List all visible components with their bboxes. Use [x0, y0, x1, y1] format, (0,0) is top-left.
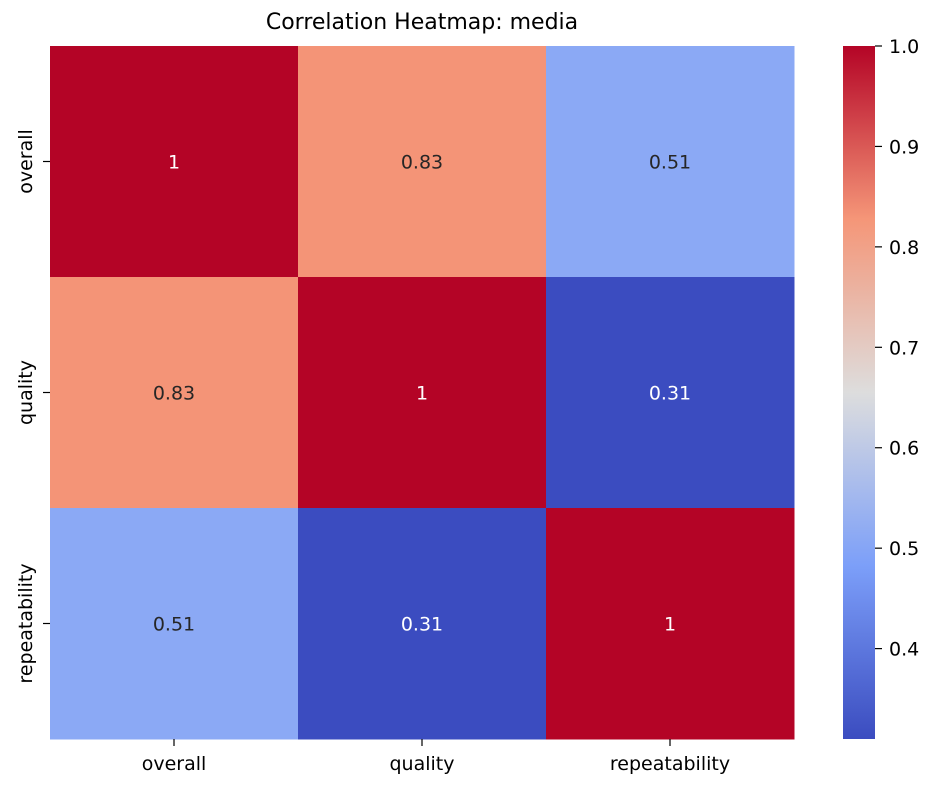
heatmap-cell-labels: 1 0.83 0.51 0.83 1 0.31 0.51 0.31 1	[153, 152, 691, 636]
heatmap-cell	[546, 508, 795, 740]
cell-value-label: 0.51	[649, 152, 691, 174]
colorbar-tick-label: 0.6	[889, 438, 919, 460]
heatmap-cell	[50, 508, 299, 740]
heatmap-cell	[546, 277, 795, 509]
cell-value-label: 0.31	[649, 383, 691, 405]
cell-value-label: 1	[416, 383, 428, 405]
cell-value-label: 0.83	[153, 383, 195, 405]
colorbar-tick-label: 0.4	[889, 639, 919, 661]
y-tick-label: quality	[15, 360, 37, 425]
heatmap-cell	[298, 277, 547, 509]
cell-value-label: 1	[168, 152, 180, 174]
y-axis: overall quality repeatability	[15, 129, 50, 684]
colorbar-tick-label: 0.8	[889, 237, 919, 259]
heatmap-cell	[546, 46, 795, 278]
heatmap-cell	[50, 277, 299, 509]
colorbar-tick-label: 0.5	[889, 538, 919, 560]
colorbar: 0.4 0.5 0.6 0.7 0.8 0.9 1.0	[843, 36, 919, 739]
heatmap-cells	[50, 46, 795, 740]
cell-value-label: 0.31	[401, 614, 443, 636]
cell-value-label: 0.83	[401, 152, 443, 174]
x-axis: overall quality repeatability	[142, 739, 730, 775]
heatmap-cell	[298, 46, 547, 278]
heatmap-cell	[298, 508, 547, 740]
x-tick-label: repeatability	[610, 753, 730, 775]
cell-value-label: 1	[664, 614, 676, 636]
colorbar-tick-label: 1.0	[889, 36, 919, 58]
colorbar-tick-label: 0.7	[889, 337, 919, 359]
y-tick-label: overall	[15, 129, 37, 194]
colorbar-gradient	[843, 46, 875, 739]
y-tick-label: repeatability	[15, 563, 37, 683]
heatmap-cell	[50, 46, 299, 278]
x-tick-label: overall	[142, 753, 207, 775]
chart-title: Correlation Heatmap: media	[265, 10, 579, 35]
colorbar-tick-label: 0.9	[889, 136, 919, 158]
x-tick-label: quality	[390, 753, 455, 775]
cell-value-label: 0.51	[153, 614, 195, 636]
